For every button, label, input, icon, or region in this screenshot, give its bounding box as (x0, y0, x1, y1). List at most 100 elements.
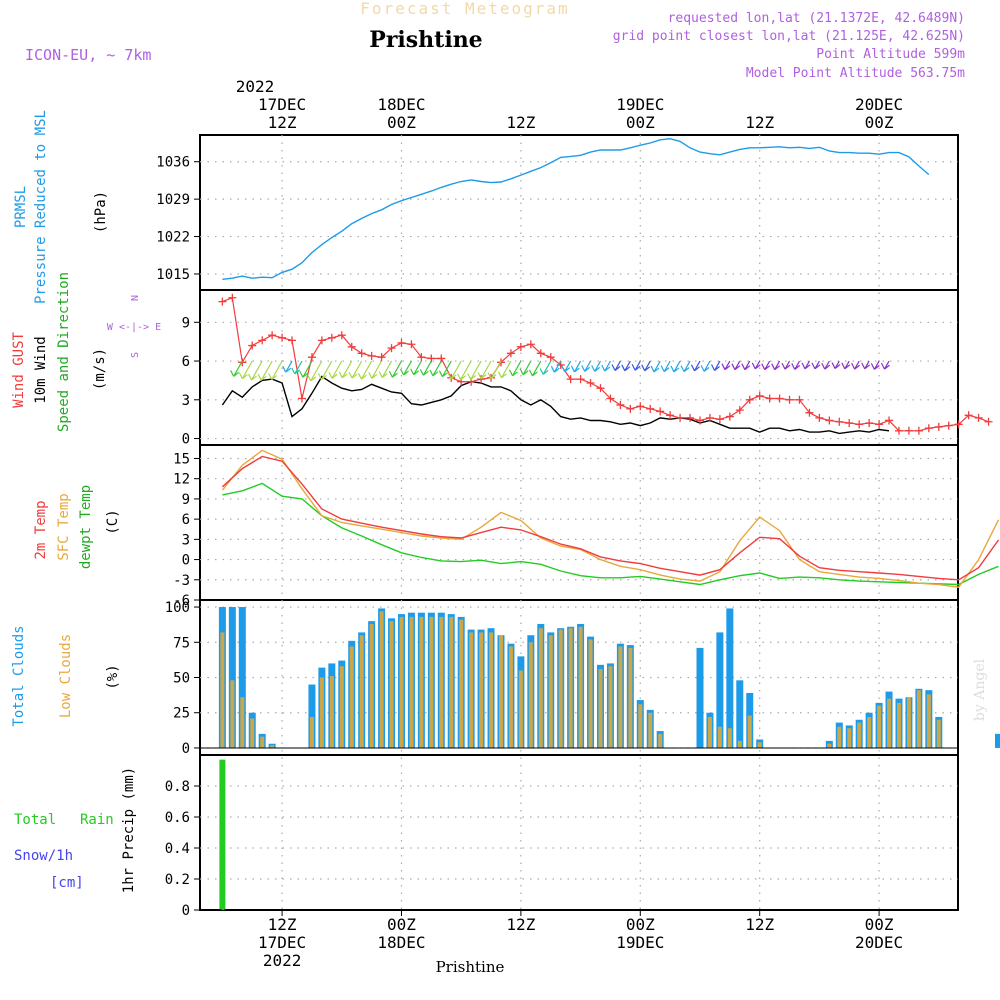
low-cloud-bar (598, 669, 603, 748)
wind-barb (641, 360, 651, 372)
y-tick-label: 0 (182, 903, 190, 919)
gust-marker (755, 391, 764, 400)
wind-gust-line (222, 296, 989, 432)
wind-barb (731, 360, 741, 371)
wind-barb (230, 360, 243, 377)
gust-marker (964, 411, 973, 420)
low-cloud-bar (747, 715, 752, 748)
low-cloud-bar (906, 697, 911, 748)
low-cloud-bar (737, 740, 742, 748)
y-tick-label: 0 (182, 432, 190, 448)
gust-marker (258, 336, 267, 345)
gust-marker (238, 358, 247, 367)
gust-marker (894, 426, 903, 435)
wind-barb (581, 360, 592, 372)
low-cloud-bar (349, 646, 354, 748)
wind-barb (880, 360, 890, 370)
snow-label: Snow/1h (14, 848, 73, 864)
wind-direction-legend: N W <-|-> E S (107, 295, 161, 358)
gust-marker (924, 424, 933, 433)
gust-marker (566, 375, 575, 384)
wind-barb (751, 360, 761, 370)
prmsl-label: PRMSL (13, 186, 29, 228)
low-cloud-bar (727, 728, 732, 748)
low-cloud-bar (847, 728, 852, 748)
gust-marker (636, 402, 645, 411)
wind-barb (357, 360, 373, 380)
low-cloud-bar (926, 694, 931, 748)
wind-barb (690, 360, 701, 372)
gust-marker (347, 342, 356, 351)
dewpt-label: dewpt Temp (78, 485, 94, 569)
y-tick-label: 1029 (156, 192, 190, 208)
wind-barb (791, 360, 801, 370)
low-cloud-bar (230, 680, 235, 748)
precip-labels: Total Rain Snow/1h [cm] 1hr Precip (mm) (14, 767, 137, 893)
wind-barb (631, 360, 641, 371)
gust-marker (885, 416, 894, 425)
low-cloud-bar (379, 611, 384, 748)
low-cloud-bar (409, 616, 414, 748)
bottom-date-label: 19DEC (616, 933, 664, 952)
low-cloud-bar (837, 726, 842, 748)
total-cloud-bar (716, 632, 724, 748)
low-cloud-bar (419, 616, 424, 748)
low-cloud-bar (588, 639, 593, 748)
page-title: Prishtine (369, 27, 482, 53)
y-tick-label: 1022 (156, 230, 190, 246)
low-cloud-bar (399, 616, 404, 748)
wind-barb (841, 360, 851, 370)
low-cloud-bar (319, 677, 324, 748)
wind-barb (561, 360, 572, 373)
y-tick-label: 0.8 (165, 779, 190, 795)
low-cloud-bar (339, 666, 344, 748)
model-point-altitude: Model Point Altitude 563.75m (746, 66, 965, 81)
wind-barb (771, 360, 781, 371)
wind-barb (419, 360, 432, 376)
wind-barb (741, 360, 751, 371)
total-cloud-bar (308, 684, 316, 748)
top-hour-label: 00Z (865, 113, 894, 132)
precip-unit-label: 1hr Precip (mm) (121, 767, 137, 893)
wind-barb (247, 360, 263, 381)
y-tick-label: 12 (173, 472, 190, 488)
low-cloud-bar (916, 690, 921, 748)
wind-barb (410, 360, 422, 376)
low-cloud-bar (240, 697, 245, 748)
gust-marker (765, 394, 774, 403)
top-hour-label: 00Z (626, 113, 655, 132)
wind-barb (821, 360, 831, 370)
low-cloud-bar (857, 722, 862, 748)
gust-marker (307, 353, 316, 362)
low-cloud-bar (827, 743, 832, 748)
gust-marker (477, 375, 486, 384)
credit-watermark: by Angel (972, 658, 988, 721)
low-cloud-bar (479, 632, 484, 748)
wind-barb (282, 360, 293, 373)
gust-marker (815, 413, 824, 422)
y-tick-label: 0.4 (165, 841, 190, 857)
wind-10m-label: 10m Wind (33, 336, 49, 403)
y-tick-label: 25 (173, 706, 190, 722)
gust-marker (387, 344, 396, 353)
wind-barb (438, 360, 452, 378)
gust-marker (944, 421, 953, 430)
low-cloud-bar (220, 632, 225, 748)
bottom-hour-label: 12Z (506, 915, 535, 934)
wind-barb (467, 360, 482, 380)
low-cloud-bar (489, 632, 494, 748)
gust-marker (228, 293, 237, 302)
low-cloud-bar (449, 616, 454, 748)
gust-marker (845, 419, 854, 428)
total-clouds-label: Total Clouds (11, 625, 27, 726)
y-tick-label: 9 (182, 315, 190, 331)
low-cloud-bar (508, 646, 513, 748)
low-cloud-bar (518, 670, 523, 748)
wind-barb (257, 360, 273, 381)
wind-barb (509, 360, 522, 377)
pressure-unit-label: (hPa) (93, 191, 109, 233)
low-cloud-bar (260, 736, 265, 748)
gust-marker (357, 349, 366, 358)
